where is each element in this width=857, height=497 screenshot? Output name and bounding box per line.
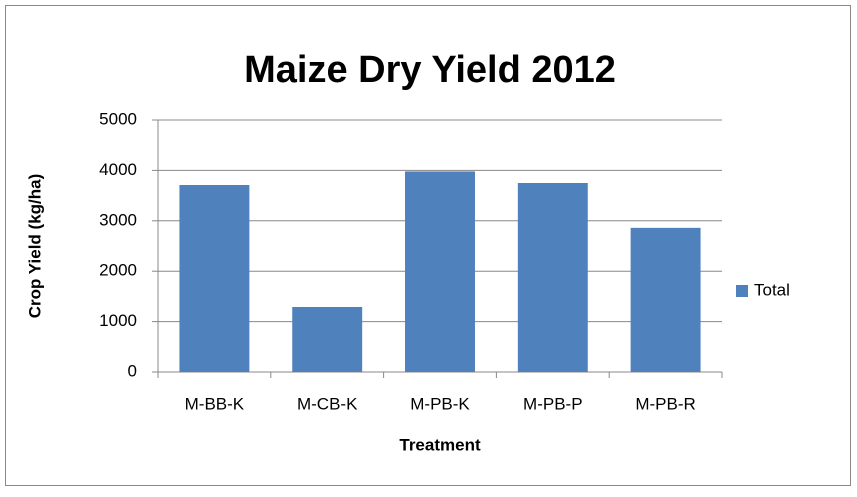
bar: [405, 171, 475, 372]
x-tick-label: M-BB-K: [185, 394, 245, 413]
y-tick-label: 2000: [99, 261, 137, 280]
bar: [292, 306, 363, 372]
chart-title: Maize Dry Yield 2012: [244, 49, 616, 91]
bar: [517, 183, 588, 372]
y-tick-label: 3000: [99, 210, 137, 229]
x-axis-label: Treatment: [399, 435, 481, 454]
bar: [630, 227, 701, 372]
x-tick-label: M-PB-P: [523, 394, 583, 413]
x-tick-label: M-PB-K: [410, 394, 470, 413]
y-tick-label: 1000: [99, 311, 137, 330]
bar: [179, 185, 250, 372]
x-tick-label: M-PB-R: [635, 394, 695, 413]
legend-swatch: [736, 285, 748, 297]
y-axis-label: Crop Yield (kg/ha): [25, 174, 44, 319]
y-tick-label: 4000: [99, 160, 137, 179]
legend-label: Total: [754, 280, 790, 299]
x-tick-label: M-CB-K: [297, 394, 358, 413]
y-tick-label: 0: [128, 361, 137, 380]
y-tick-label: 5000: [99, 109, 137, 128]
